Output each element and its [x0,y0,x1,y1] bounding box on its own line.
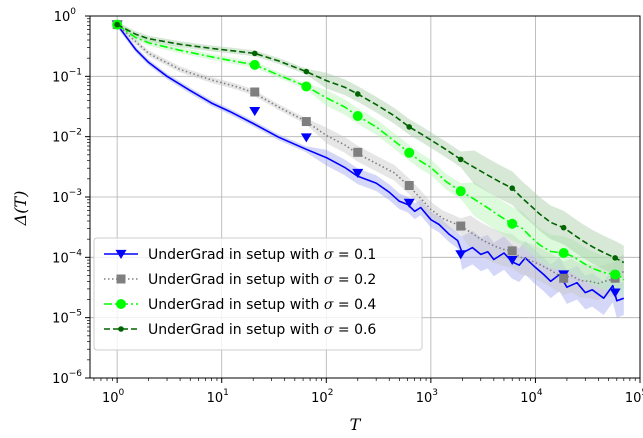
confidence-band-3 [117,21,624,297]
data-marker-s3 [610,269,621,280]
data-marker-s4 [251,50,258,57]
data-marker-s1 [455,250,467,260]
data-marker-s3 [507,218,518,229]
series-lines [111,19,625,302]
data-marker-s4 [612,255,618,261]
data-marker-s4 [560,224,567,231]
y-tick-label: 10−4 [52,248,82,266]
x-tick-label: 102 [311,388,333,406]
y-tick-label: 10−3 [52,188,82,206]
legend-marker-4 [118,326,124,332]
x-tick-label: 104 [520,388,543,406]
data-marker-s2 [507,246,517,256]
y-tick-label: 10−2 [52,128,82,146]
data-marker-s2 [301,117,311,127]
confidence-bands [117,21,624,318]
data-marker-s1 [300,133,312,143]
data-marker-s3 [301,81,312,92]
data-marker-s3 [404,147,415,158]
data-marker-s3 [558,247,569,258]
y-axis-label: Δ(T) [11,191,30,227]
series-line-3 [116,23,625,281]
legend-marker-3 [116,299,126,309]
legend: UnderGrad in setup with σ = 0.1 UnderGrad… [93,237,423,351]
x-tick-label: 100 [102,388,125,406]
data-marker-s2 [404,181,414,191]
confidence-band-2 [117,21,624,301]
confidence-band-1 [117,21,624,318]
data-marker-s1 [249,107,261,117]
data-marker-s1 [506,255,518,266]
x-tick-label: 103 [416,388,438,406]
legend-label-4: UnderGrad in setup with σ = 0.6 [148,322,376,338]
data-marker-s1 [403,198,415,208]
data-marker-s1 [609,288,621,298]
data-marker-s3 [352,111,363,122]
y-tick-label: 10−6 [52,369,82,387]
data-marker-s4 [406,124,413,130]
legend-box [93,237,423,351]
x-axis-label: T [350,415,362,434]
y-tick-label: 10−5 [52,309,82,327]
data-marker-s2 [456,221,466,231]
data-marker-s3 [455,186,466,197]
series-line-1 [116,24,625,302]
legend-label-3: UnderGrad in setup with σ = 0.4 [148,297,376,313]
data-marker-s3 [249,59,260,70]
legend-label-1: UnderGrad in setup with σ = 0.1 [148,247,376,263]
legend-marker-1 [115,249,127,259]
data-marker-s4 [303,68,310,75]
data-marker-s2 [559,273,569,283]
data-marker-s4 [457,156,464,163]
y-tick-label: 100 [54,7,77,25]
axes: 100 101 102 103 104 105 100 10−1 10−2 10−3 10−4 10−… [52,7,643,406]
data-marker-s4 [509,185,515,191]
data-marker-s2 [353,147,363,157]
data-marker-s1 [352,168,364,178]
legend-label-2: UnderGrad in setup with σ = 0.2 [148,272,376,288]
data-marker-s2 [250,87,260,97]
y-tick-label: 10−1 [52,67,82,85]
x-tick-label: 105 [625,388,643,406]
x-tick-label: 101 [207,388,229,406]
series-line-4 [116,23,625,264]
data-marker-s4 [114,21,120,28]
legend-marker-2 [116,274,126,284]
data-marker-s4 [354,91,361,97]
